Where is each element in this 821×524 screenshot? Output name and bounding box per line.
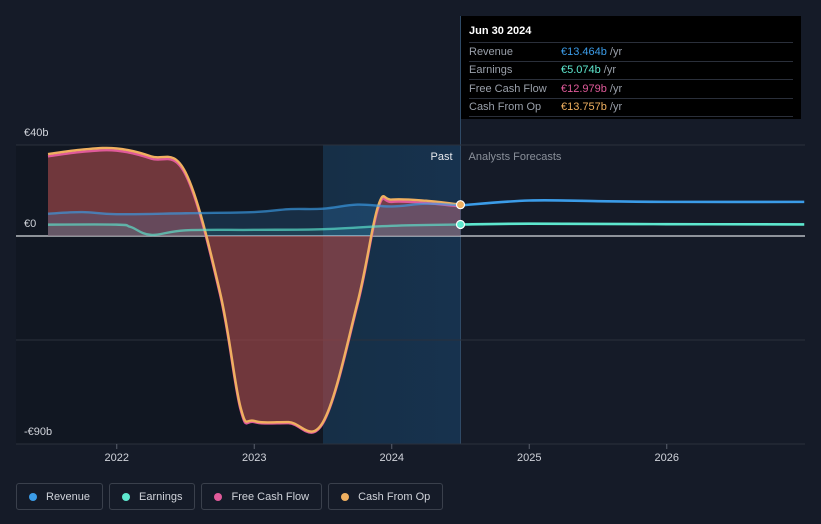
series-forecast-line-revenue	[460, 198, 805, 207]
tooltip-row-revenue: Revenue €13.464b /yr	[469, 42, 793, 61]
area-free-cash-flow	[48, 150, 461, 433]
x-tick-label: 2023	[242, 452, 266, 464]
legend-dot-icon	[341, 492, 350, 501]
tooltip-value: €12.979b	[561, 82, 607, 95]
tooltip-value: €5.074b	[561, 64, 601, 77]
marker-earnings	[455, 219, 466, 230]
tooltip-row-cash-from-op: Cash From Op €13.757b /yr	[469, 97, 793, 117]
series-lines	[47, 146, 805, 434]
forecast-label: Analysts Forecasts	[469, 151, 562, 163]
marker-cash-from-op	[455, 200, 466, 210]
series-line-revenue	[47, 202, 461, 216]
tooltip-unit: /yr	[609, 101, 623, 114]
legend-dot-icon	[29, 492, 37, 501]
tooltip-value: €13.757b	[561, 101, 607, 114]
legend-dot-icon	[214, 492, 223, 501]
legend-dot-icon	[122, 492, 131, 501]
tooltip-panel: Jun 30 2024 Revenue €13.464b /yr Earning…	[461, 16, 801, 119]
legend-label: Earnings	[139, 490, 183, 503]
tooltip-label: Revenue	[469, 45, 514, 58]
y-tick-label: €0	[24, 218, 36, 230]
axis-labels: €40b €0 -€90b 2022 2023 2024 2025 2026 Past Analy…	[24, 127, 679, 464]
tooltip-row-earnings: Earnings €5.074b /yr	[469, 60, 793, 80]
legend-label: Revenue	[46, 490, 91, 503]
legend-label: Free Cash Flow	[231, 490, 310, 503]
legend: Revenue Earnings Free Cash Flow Cash Fro…	[16, 483, 444, 510]
legend-item-revenue[interactable]: Revenue	[16, 483, 104, 510]
series-line-earnings	[47, 223, 461, 237]
legend-item-free-cash-flow[interactable]: Free Cash Flow	[201, 483, 323, 510]
tooltip-label: Free Cash Flow	[469, 82, 547, 95]
area-cash-from-op	[48, 147, 461, 432]
tooltip-label: Cash From Op	[469, 101, 542, 114]
tooltip-markers	[455, 200, 466, 230]
series-forecast-line-earnings	[460, 222, 805, 226]
legend-item-earnings[interactable]: Earnings	[109, 483, 196, 510]
tooltip-unit: /yr	[609, 45, 623, 58]
tooltip-unit: /yr	[603, 64, 616, 77]
y-tick-label: €40b	[24, 127, 48, 139]
series-line-cash-from-op	[47, 146, 461, 433]
legend-label: Cash From Op	[358, 490, 431, 503]
tooltip-label: Earnings	[469, 64, 513, 77]
tooltip-value: €13.464b	[561, 45, 607, 58]
tooltip-unit: /yr	[609, 82, 623, 95]
x-tick-label: 2022	[105, 452, 129, 464]
x-tick-label: 2025	[517, 452, 541, 464]
past-label: Past	[430, 151, 452, 163]
tooltip-row-free-cash-flow: Free Cash Flow €12.979b /yr	[469, 79, 793, 98]
tooltip-date: Jun 30 2024	[469, 25, 532, 37]
x-tick-label: 2024	[380, 452, 404, 464]
legend-item-cash-from-op[interactable]: Cash From Op	[328, 483, 444, 510]
x-tick-label: 2026	[655, 452, 679, 464]
y-tick-label: -€90b	[24, 426, 52, 438]
